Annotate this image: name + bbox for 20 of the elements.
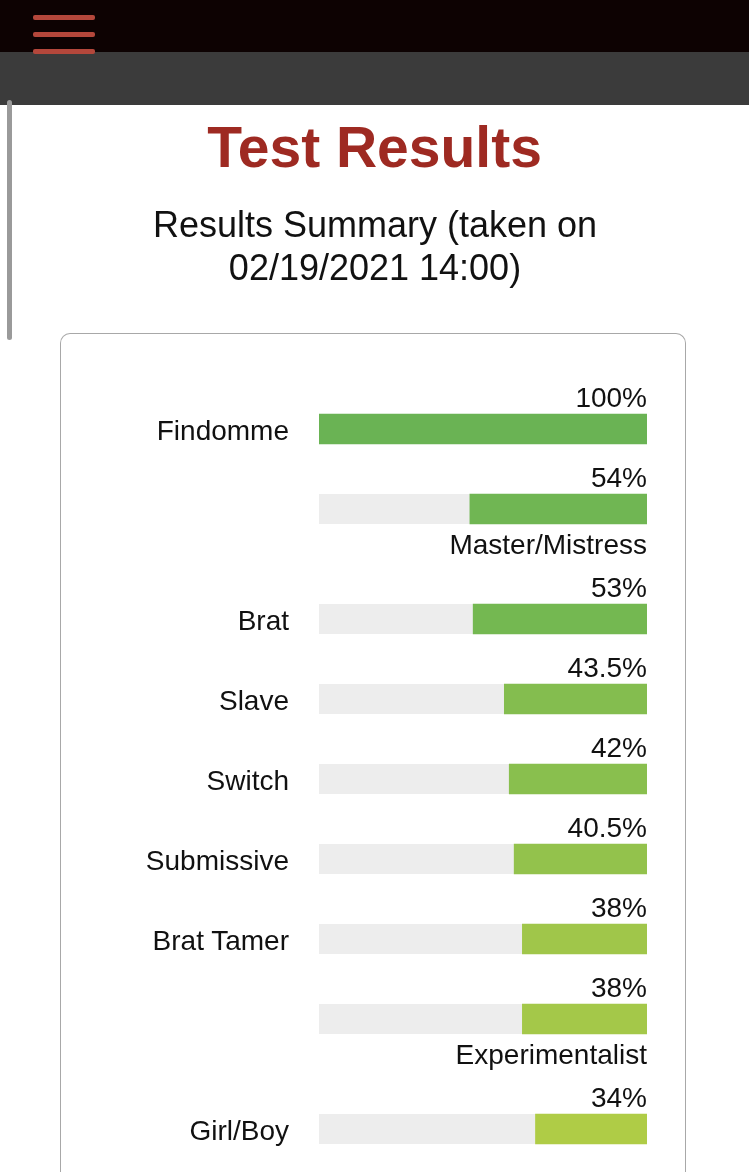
y-tick-label: Slave (218, 684, 289, 716)
y-tick-label: Experimentalist (455, 1039, 648, 1070)
y-tick-label: Girl/Boy (189, 1114, 289, 1146)
data-label: 100% (575, 382, 647, 413)
data-label: 38% (590, 972, 647, 1003)
data-label: 42% (590, 732, 647, 763)
y-tick-label: Brat Tamer (152, 924, 289, 956)
data-label: 34% (590, 1082, 647, 1113)
y-tick-label: Findomme (156, 414, 289, 446)
chart-subtitle: Results Summary (taken on 02/19/2021 14:00) (151, 203, 599, 289)
y-tick-label: Switch (206, 764, 289, 796)
data-label: 40.5% (567, 812, 647, 843)
data-label: 38% (590, 892, 647, 923)
data-label: 53% (590, 572, 647, 603)
chart-title: Test Results (206, 114, 543, 181)
data-label: 43.5% (567, 652, 647, 683)
y-tick-label: Master/Mistress (449, 529, 647, 560)
y-tick-label: Brat (237, 604, 290, 636)
y-tick-label: Submissive (145, 844, 289, 876)
data-label: 54% (590, 462, 647, 493)
